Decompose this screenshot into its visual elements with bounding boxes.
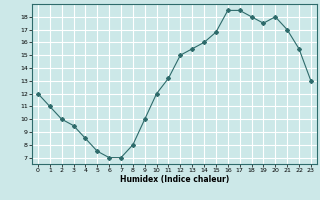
X-axis label: Humidex (Indice chaleur): Humidex (Indice chaleur) <box>120 175 229 184</box>
